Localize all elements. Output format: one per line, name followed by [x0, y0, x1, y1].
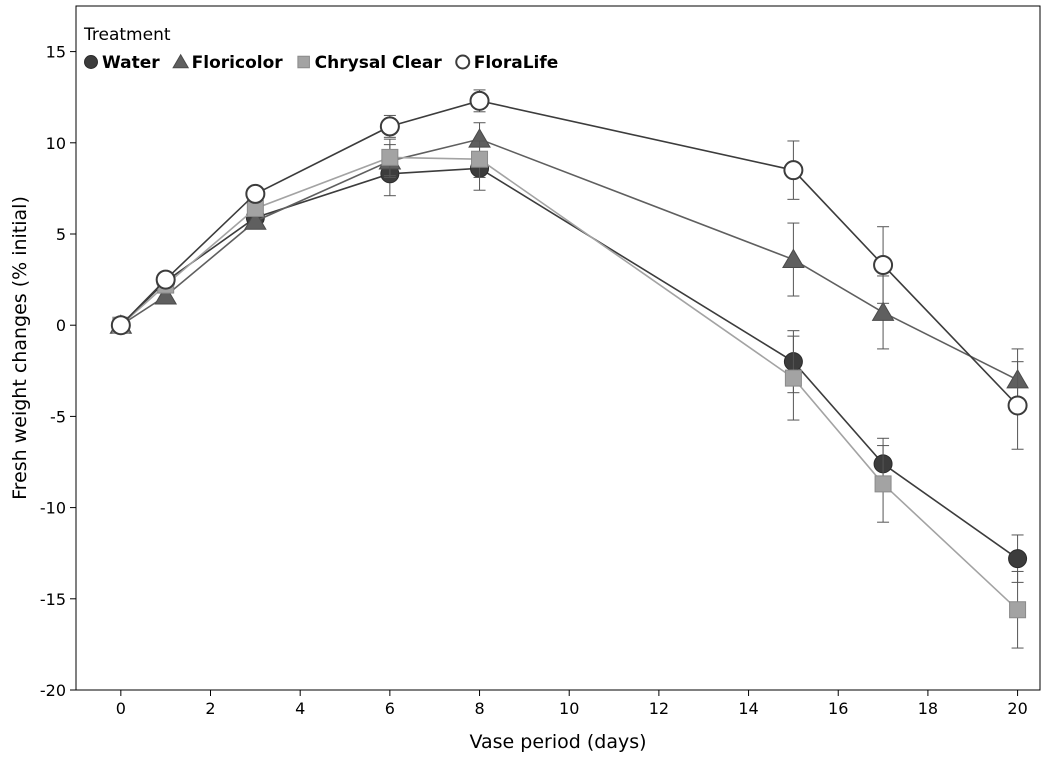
chrysal-clear-line: [120, 156, 1019, 611]
legend-label: Chrysal Clear: [315, 53, 443, 73]
chrysal-clear-point: [784, 369, 802, 387]
chrysal-clear-point: [381, 148, 399, 166]
legend-label: Floricolor: [192, 53, 284, 73]
series-floralife: [110, 89, 1028, 450]
floralife-line: [120, 100, 1019, 407]
plot-frame: [75, 5, 1041, 691]
x-tick-label: 20: [1007, 699, 1027, 718]
floralife-point: [873, 255, 894, 276]
floralife-point: [1007, 395, 1028, 416]
legend-item-floralife: FloraLife: [455, 53, 559, 73]
x-tick-label: 4: [295, 699, 305, 718]
y-axis-title: Fresh weight changes (% initial): [9, 196, 31, 500]
x-tick-label: 10: [559, 699, 579, 718]
floricolor-point: [243, 210, 267, 230]
legend-item-water: Water: [84, 53, 160, 73]
floricolor-line: [120, 138, 1018, 381]
y-tick-label: -15: [40, 590, 66, 609]
legend-label: FloraLife: [474, 53, 559, 73]
floricolor-point: [154, 285, 178, 305]
x-axis: 0 2 4 6 8 10 12 14 16 18 20: [116, 690, 1028, 718]
y-axis: -20 -15 -10 -5 0 5 10 15: [40, 43, 76, 700]
y-tick-label: 15: [46, 43, 66, 62]
water-line: [120, 167, 1019, 560]
legend-label: Water: [102, 53, 160, 73]
chrysal-clear-point: [471, 150, 489, 168]
x-tick-label: 6: [385, 699, 395, 718]
floralife-point: [783, 160, 804, 181]
floralife-point: [469, 90, 490, 111]
x-tick-label: 14: [738, 699, 758, 718]
legend-chrysal-clear-point: [297, 55, 310, 69]
floricolor-point: [782, 248, 805, 269]
floralife-point: [245, 183, 266, 204]
legend-title: Treatment: [83, 25, 171, 45]
x-tick-label: 18: [918, 699, 938, 718]
floricolor-point: [871, 301, 895, 321]
y-tick-label: 0: [56, 316, 66, 335]
legend-floralife-point: [455, 54, 471, 70]
x-tick-label: 8: [474, 699, 484, 718]
series-chrysal-clear: [112, 138, 1027, 649]
floralife-point: [110, 315, 131, 336]
legend-item-chrysal-clear: Chrysal Clear: [297, 53, 443, 73]
chrysal-clear-point: [874, 475, 892, 493]
y-tick-label: 10: [46, 134, 66, 153]
floralife-point: [155, 269, 176, 290]
y-tick-label: -10: [40, 499, 66, 518]
x-tick-label: 2: [205, 699, 215, 718]
x-axis-title: Vase period (days): [469, 731, 646, 753]
series-floricolor: [109, 122, 1029, 412]
x-tick-label: 16: [828, 699, 848, 718]
y-tick-label: 5: [56, 225, 66, 244]
legend-item-floricolor: Floricolor: [172, 53, 284, 73]
legend-floricolor-point: [172, 53, 190, 69]
legend-water-point: [84, 55, 98, 69]
floralife-point: [379, 116, 400, 137]
chrysal-clear-point: [1009, 601, 1027, 619]
water-point: [1008, 549, 1028, 569]
legend: Treatment Water Floricolor Chrysal Clear Fl…: [83, 25, 558, 73]
series-layer: [109, 89, 1029, 649]
y-tick-label: -5: [50, 407, 66, 426]
y-tick-label: -20: [40, 681, 66, 700]
x-tick-label: 0: [116, 699, 126, 718]
x-tick-label: 12: [649, 699, 669, 718]
